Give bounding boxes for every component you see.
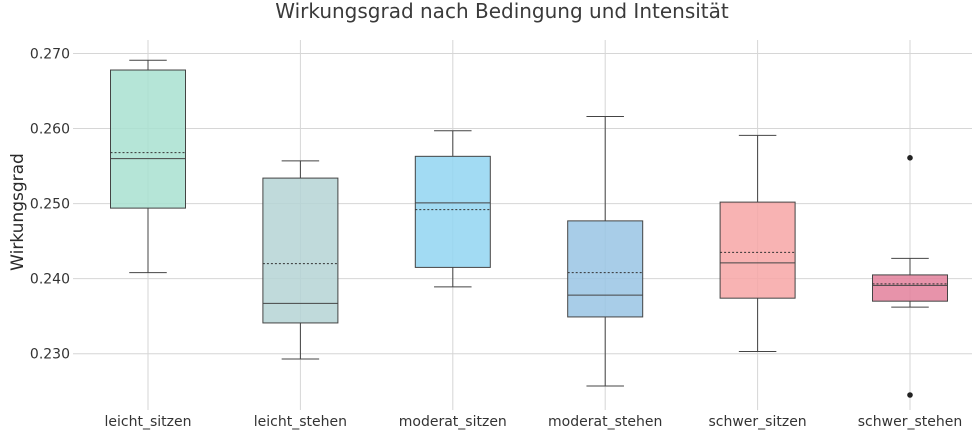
box-schwer_sitzen: [719, 134, 796, 352]
grid: [73, 40, 972, 410]
y-axis-title: Wirkungsgrad: [8, 153, 28, 271]
x-tick-label: schwer_sitzen: [708, 414, 806, 430]
iqr-box: [414, 155, 491, 268]
iqr-box: [719, 201, 796, 299]
y-tick-label: 0.270: [30, 47, 70, 63]
box-leicht_stehen: [262, 160, 339, 360]
x-tick-label: moderat_sitzen: [399, 414, 507, 430]
y-tick-label: 0.260: [30, 122, 70, 138]
box-moderat_stehen: [567, 116, 644, 387]
iqr-box: [872, 274, 948, 302]
y-tick-label: 0.240: [30, 272, 70, 288]
outlier-point: [907, 392, 913, 398]
boxes: [110, 59, 948, 398]
x-tick-label: leicht_stehen: [254, 414, 347, 430]
y-axis-ticks: 0.230 0.240 0.250 0.260 0.270: [30, 47, 70, 363]
iqr-box: [110, 69, 186, 209]
x-tick-label: moderat_stehen: [548, 414, 662, 430]
outlier-point: [907, 155, 913, 161]
box-leicht_sitzen: [110, 59, 186, 274]
y-tick-label: 0.230: [30, 347, 70, 363]
iqr-box: [567, 220, 644, 318]
x-tick-label: schwer_stehen: [858, 414, 962, 430]
x-tick-label: leicht_sitzen: [105, 414, 192, 430]
chart-title: Wirkungsgrad nach Bedingung und Intensit…: [275, 0, 729, 23]
y-tick-label: 0.250: [30, 197, 70, 213]
box-moderat_sitzen: [414, 130, 491, 288]
x-axis-ticks: leicht_sitzen leicht_stehen moderat_sitzen…: [105, 414, 963, 430]
iqr-box: [262, 177, 339, 324]
box-schwer_stehen: [872, 155, 948, 398]
